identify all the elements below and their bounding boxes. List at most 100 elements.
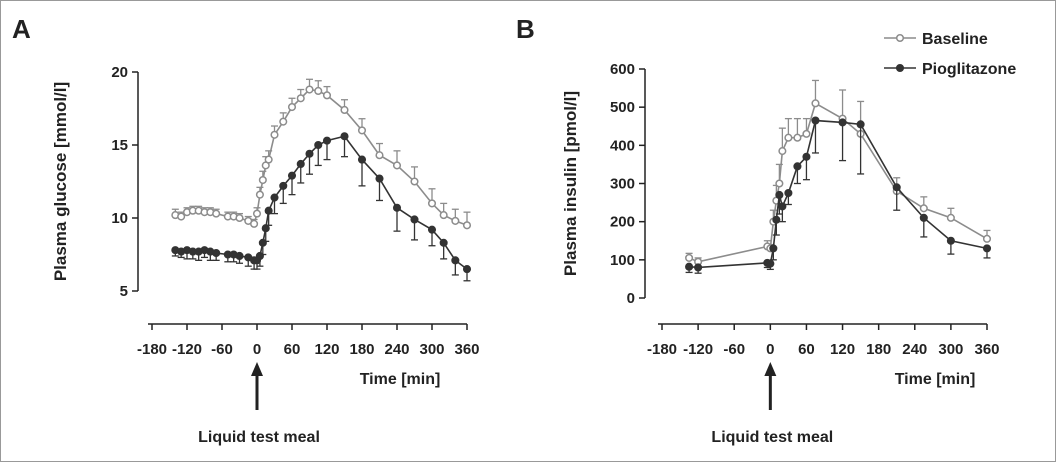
data-point — [811, 116, 820, 125]
data-point — [685, 253, 694, 262]
annotation: Liquid test meal — [711, 429, 833, 446]
data-point — [439, 238, 448, 247]
data-point — [305, 85, 314, 94]
x-tick-label: -120 — [172, 341, 202, 358]
data-point — [340, 132, 349, 141]
data-point — [264, 206, 273, 215]
legend-marker — [895, 33, 905, 43]
meal-arrow-head — [764, 362, 777, 376]
y-tick-label: 100 — [610, 252, 635, 269]
data-point — [287, 102, 297, 112]
data-point — [778, 147, 787, 156]
data-point — [375, 174, 384, 183]
data-point — [270, 193, 279, 202]
x-tick-label: 0 — [766, 341, 774, 358]
data-point — [772, 215, 781, 224]
y-tick-label: 10 — [111, 210, 128, 227]
data-point — [793, 162, 802, 171]
x-tick-label: 300 — [938, 341, 963, 358]
data-point — [462, 221, 472, 230]
data-point — [769, 244, 778, 253]
data-point — [451, 216, 460, 225]
data-point — [340, 105, 349, 115]
data-point — [946, 213, 955, 222]
x-tick-label: -60 — [211, 341, 233, 358]
legend-marker — [895, 63, 905, 73]
data-point — [439, 211, 448, 220]
data-point — [784, 133, 793, 142]
x-tick-label: 120 — [314, 341, 339, 358]
y-tick-label: 300 — [610, 176, 635, 193]
y-tick-label: 600 — [610, 61, 635, 78]
data-point — [235, 251, 244, 261]
meal-arrow-head — [251, 362, 263, 376]
data-point — [793, 133, 802, 142]
data-point — [410, 177, 419, 186]
x-tick-label: -180 — [647, 341, 677, 358]
x-tick-label: 360 — [454, 341, 479, 358]
data-point — [410, 215, 419, 224]
x-tick-label: 60 — [284, 341, 301, 358]
y-tick-label: 500 — [610, 99, 635, 116]
data-point — [235, 213, 244, 223]
data-point — [357, 155, 367, 164]
data-point — [778, 202, 787, 211]
y-axis-label: Plasma insulin [pmol/l] — [561, 91, 580, 276]
y-tick-label: 20 — [111, 64, 128, 81]
data-point — [892, 183, 901, 192]
x-tick-label: -180 — [137, 341, 167, 358]
data-point — [392, 203, 402, 212]
data-point — [314, 86, 323, 96]
x-tick-label: 300 — [419, 341, 444, 358]
x-axis-label: Time [min] — [360, 371, 441, 388]
data-point — [212, 248, 221, 258]
data-point — [258, 175, 267, 185]
data-point — [255, 190, 264, 199]
data-point — [784, 188, 793, 198]
annotation: Liquid test meal — [198, 429, 320, 446]
data-point — [775, 190, 784, 199]
data-point — [856, 120, 865, 129]
data-point — [279, 117, 288, 126]
x-tick-label: 180 — [866, 341, 891, 358]
y-tick-label: 5 — [120, 283, 128, 300]
data-point — [838, 118, 847, 127]
data-point — [261, 224, 270, 233]
data-point — [212, 209, 221, 218]
data-point — [375, 151, 384, 160]
data-point — [258, 238, 267, 247]
data-point — [252, 209, 262, 218]
data-point — [322, 91, 332, 100]
data-point — [982, 244, 992, 253]
data-point — [775, 179, 784, 188]
data-point — [946, 236, 955, 245]
legend-label: Baseline — [922, 31, 988, 48]
data-point — [279, 181, 288, 190]
data-point — [270, 130, 279, 139]
data-point — [255, 251, 264, 261]
data-point — [296, 94, 305, 103]
data-point — [802, 129, 811, 138]
data-point — [919, 204, 928, 213]
x-tick-label: 240 — [902, 341, 927, 358]
data-point — [427, 225, 437, 234]
data-point — [766, 259, 775, 268]
data-point — [264, 155, 273, 164]
data-point — [451, 256, 460, 265]
x-tick-label: 60 — [798, 341, 815, 358]
panel-label: B — [516, 14, 535, 44]
data-point — [982, 234, 992, 243]
x-tick-label: 360 — [974, 341, 999, 358]
data-point — [177, 212, 186, 221]
y-tick-label: 0 — [627, 290, 635, 307]
y-tick-label: 200 — [610, 214, 635, 231]
x-tick-label: 0 — [253, 341, 261, 358]
y-tick-label: 400 — [610, 137, 635, 154]
x-tick-label: 240 — [384, 341, 409, 358]
y-tick-label: 15 — [111, 137, 128, 154]
panel-label: A — [12, 14, 31, 44]
data-point — [287, 171, 297, 180]
x-axis-label: Time [min] — [895, 371, 976, 388]
